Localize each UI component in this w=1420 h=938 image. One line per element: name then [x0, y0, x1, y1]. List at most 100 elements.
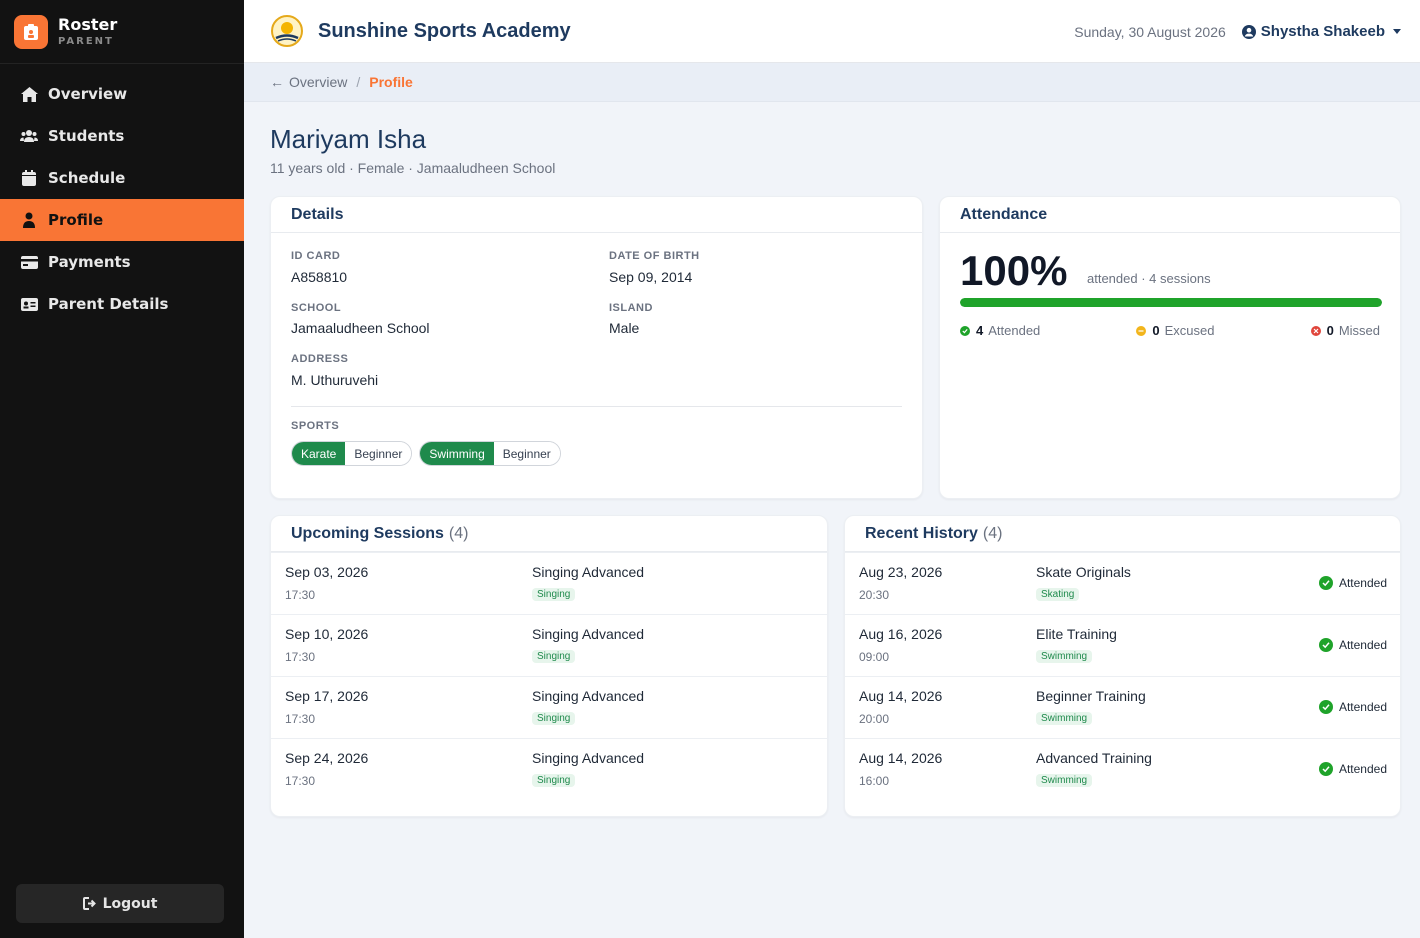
attended-stat: 4 Attended [960, 323, 1040, 338]
status-badge: Attended [1318, 638, 1387, 652]
status-label: Attended [1338, 700, 1387, 714]
x-circle-icon [1310, 325, 1321, 336]
history-date: Aug 16, 2026 [859, 626, 943, 642]
history-tag: Skating [1036, 588, 1080, 601]
history-tag: Swimming [1036, 774, 1093, 787]
current-date: Sunday, 30 August 2026 [1074, 23, 1226, 40]
sidebar-item-overview[interactable]: Overview [0, 73, 244, 115]
address-label: ADDRESS [291, 353, 349, 365]
island-label: ISLAND [609, 302, 653, 314]
history-count: (4) [982, 524, 1003, 542]
sidebar-item-label: Parent Details [48, 295, 169, 313]
sidebar-item-label: Payments [48, 253, 131, 271]
sidebar-item-label: Overview [48, 85, 128, 103]
id-card-value: A858810 [291, 269, 348, 285]
details-card: Details ID CARD A858810 DATE OF BIRTH Se… [270, 196, 923, 499]
history-title: Elite Training [1036, 626, 1117, 642]
list-item[interactable]: Aug 14, 2026 20:00 Beginner Training Swi… [845, 676, 1400, 738]
calendar-icon [20, 169, 38, 187]
history-title: Skate Originals [1036, 564, 1131, 580]
sports-label: SPORTS [291, 420, 340, 432]
excused-label: Excused [1164, 323, 1215, 338]
excused-count: 0 [1152, 323, 1160, 338]
history-date: Aug 23, 2026 [859, 564, 943, 580]
list-item[interactable]: Sep 17, 2026 17:30 Singing Advanced Sing… [271, 676, 827, 738]
attendance-stats: 4 Attended 0 Excused 0 Missed [960, 323, 1380, 338]
sport-level: Beginner [345, 442, 412, 465]
list-item[interactable]: Sep 03, 2026 17:30 Singing Advanced Sing… [271, 552, 827, 614]
check-circle-icon [1318, 638, 1333, 652]
session-tag: Singing [532, 588, 576, 601]
sidebar-nav: Overview Students Schedule Profile Payme… [0, 73, 244, 325]
missed-count: 0 [1326, 323, 1334, 338]
sidebar-item-students[interactable]: Students [0, 115, 244, 157]
home-icon [20, 85, 38, 103]
arrow-left-icon: ← [270, 74, 284, 90]
session-time: 17:30 [285, 712, 316, 726]
status-badge: Attended [1318, 576, 1387, 590]
roster-logo-icon [14, 14, 48, 49]
session-title: Singing Advanced [532, 626, 645, 642]
sidebar-item-profile[interactable]: Profile [0, 199, 244, 241]
list-item[interactable]: Sep 10, 2026 17:30 Singing Advanced Sing… [271, 614, 827, 676]
status-badge: Attended [1318, 700, 1387, 714]
attendance-percent: 100% [960, 247, 1068, 294]
user-menu-button[interactable]: Shystha Shakeeb [1241, 23, 1401, 40]
sport-level: Beginner [493, 442, 560, 465]
excused-stat: 0 Excused [1136, 323, 1214, 338]
session-tag: Singing [532, 650, 576, 663]
breadcrumb-current: Profile [369, 74, 413, 90]
status-badge: Attended [1318, 762, 1387, 776]
dob-label: DATE OF BIRTH [609, 250, 700, 262]
details-title: Details [271, 197, 922, 233]
student-meta: 11 years old · Female · Jamaaludheen Sch… [270, 160, 556, 176]
session-title: Singing Advanced [532, 688, 645, 704]
attendance-progress-fill [960, 298, 1382, 307]
dob-value: Sep 09, 2014 [609, 269, 693, 285]
details-divider [291, 406, 902, 407]
session-date: Sep 10, 2026 [285, 626, 369, 642]
missed-label: Missed [1338, 323, 1380, 338]
session-title: Singing Advanced [532, 750, 645, 766]
list-item[interactable]: Aug 16, 2026 09:00 Elite Training Swimmi… [845, 614, 1400, 676]
sport-name: Karate [292, 442, 346, 465]
upcoming-title-text: Upcoming Sessions [291, 524, 444, 542]
list-item[interactable]: Aug 14, 2026 16:00 Advanced Training Swi… [845, 738, 1400, 800]
session-date: Sep 24, 2026 [285, 750, 369, 766]
check-circle-icon [1318, 576, 1333, 590]
user-circle-icon [1241, 24, 1256, 39]
sidebar-item-schedule[interactable]: Schedule [0, 157, 244, 199]
attendance-subtitle: attended · 4 sessions [1087, 271, 1211, 286]
breadcrumb-back-link[interactable]: ← Overview [270, 74, 347, 90]
history-time: 20:00 [859, 712, 890, 726]
school-value: Jamaaludheen School [291, 320, 430, 336]
missed-stat: 0 Missed [1310, 323, 1380, 338]
check-circle-icon [960, 325, 970, 336]
top-header: Sunshine Sports Academy Sunday, 30 Augus… [244, 0, 1420, 63]
list-item[interactable]: Sep 24, 2026 17:30 Singing Advanced Sing… [271, 738, 827, 800]
brand: Roster PARENT [0, 0, 244, 64]
academy-logo-icon [270, 14, 304, 48]
upcoming-title: Upcoming Sessions (4) [271, 516, 827, 552]
sport-pill: Swimming Beginner [419, 441, 561, 466]
user-name: Shystha Shakeeb [1260, 23, 1385, 40]
list-item[interactable]: Aug 23, 2026 20:30 Skate Originals Skati… [845, 552, 1400, 614]
history-time: 20:30 [859, 588, 890, 602]
history-title-text: Recent History [865, 524, 978, 542]
history-tag: Swimming [1036, 650, 1093, 663]
school-label: SCHOOL [291, 302, 342, 314]
session-tag: Singing [532, 774, 576, 787]
sidebar-item-parent-details[interactable]: Parent Details [0, 283, 244, 325]
history-title: Beginner Training [1036, 688, 1146, 704]
status-label: Attended [1338, 576, 1387, 590]
breadcrumb-overview: Overview [289, 74, 348, 90]
session-date: Sep 03, 2026 [285, 564, 369, 580]
session-time: 17:30 [285, 774, 316, 788]
academy-name: Sunshine Sports Academy [318, 19, 571, 42]
logout-button[interactable]: Logout [16, 884, 224, 923]
sidebar-item-payments[interactable]: Payments [0, 241, 244, 283]
users-icon [20, 127, 38, 145]
sidebar-item-label: Schedule [48, 169, 126, 187]
history-date: Aug 14, 2026 [859, 750, 943, 766]
credit-card-icon [20, 253, 38, 271]
